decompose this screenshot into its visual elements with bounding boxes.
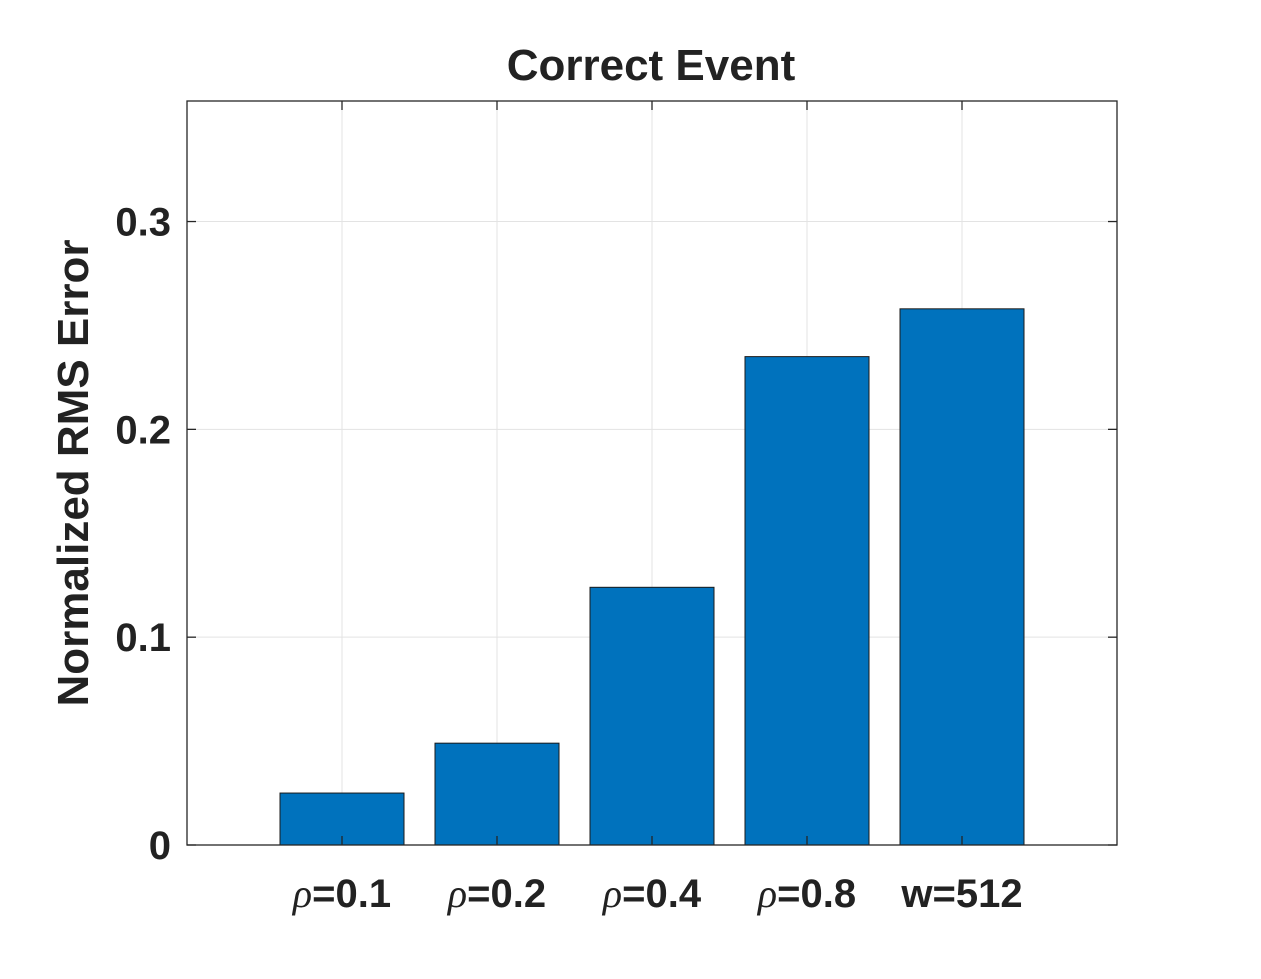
category-text: =0.8 [777, 872, 856, 916]
y-axis-label: Normalized RMS Error [49, 240, 98, 707]
axes-layer [186, 100, 1118, 846]
category-text: w=512 [900, 872, 1022, 916]
x-tick-label: ρ=0.1 [291, 871, 391, 916]
rho-symbol: ρ [446, 871, 467, 916]
bar [744, 356, 870, 846]
category-text: =0.2 [467, 872, 546, 916]
y-tick-label: 0 [149, 824, 171, 868]
x-tick-label: w=512 [900, 872, 1022, 916]
bar [589, 586, 715, 846]
category-text: =0.1 [312, 872, 391, 916]
category-text: =0.4 [622, 872, 702, 916]
y-tick-label: 0.3 [115, 201, 171, 245]
rho-symbol: ρ [756, 871, 777, 916]
bars-layer [279, 308, 1025, 846]
tick-labels-layer: 00.10.20.3ρ=0.1 ρ=0.2 ρ=0.4 ρ=0.8 w=512 [115, 201, 1022, 916]
rho-symbol: ρ [601, 871, 622, 916]
bar [434, 742, 560, 846]
y-tick-label: 0.1 [115, 616, 171, 660]
x-tick-label: ρ=0.8 [756, 871, 856, 916]
bar [899, 308, 1025, 846]
x-tick-label: ρ=0.2 [446, 871, 546, 916]
chart-title: Correct Event [507, 41, 796, 90]
x-tick-label: ρ=0.4 [601, 871, 702, 916]
y-tick-label: 0.2 [115, 408, 171, 452]
rho-symbol: ρ [291, 871, 312, 916]
